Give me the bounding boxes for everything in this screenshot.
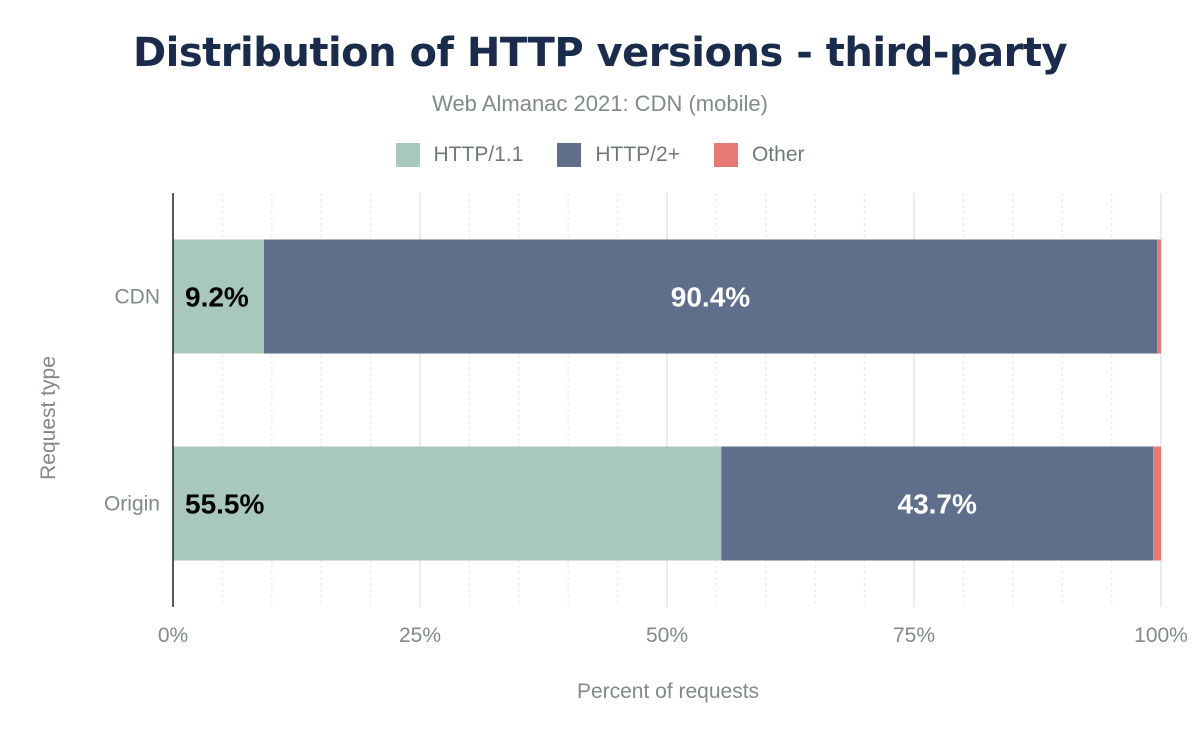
x-tick-label: 75% <box>893 624 935 647</box>
bar-other-origin <box>1153 446 1161 561</box>
bar-http-1-1-cdn <box>173 239 264 354</box>
x-tick-label: 100% <box>1134 624 1188 647</box>
bar-http-1-1-origin <box>173 446 722 561</box>
data-label: 9.2% <box>185 282 249 313</box>
data-label: 55.5% <box>185 489 264 520</box>
chart-title: Distribution of HTTP versions - third-pa… <box>132 30 1068 76</box>
legend-label: Other <box>751 143 805 166</box>
chart-subtitle: Web Almanac 2021: CDN (mobile) <box>432 91 768 116</box>
legend: HTTP/1.1 HTTP/2+ Other <box>0 143 1200 167</box>
data-label: 90.4% <box>671 282 750 313</box>
legend-label: HTTP/2+ <box>595 143 680 166</box>
legend-item-other[interactable]: Other <box>713 143 805 167</box>
y-axis-label: Request type <box>37 356 60 480</box>
legend-swatch <box>395 143 420 167</box>
x-axis-label: Percent of requests <box>577 680 759 703</box>
data-label: 43.7% <box>898 489 977 520</box>
legend-swatch <box>713 143 738 167</box>
legend-item-http11[interactable]: HTTP/1.1 <box>395 143 524 167</box>
bar-http-2--origin <box>721 446 1154 561</box>
legend-label: HTTP/1.1 <box>433 143 524 166</box>
bar-other-cdn <box>1157 239 1161 354</box>
legend-swatch <box>557 143 582 167</box>
x-tick-label: 25% <box>399 624 441 647</box>
y-tick-label: CDN <box>115 286 161 309</box>
bar-http-2--cdn <box>263 239 1158 354</box>
x-tick-label: 50% <box>646 624 688 647</box>
y-tick-label: Origin <box>104 493 160 516</box>
legend-item-http2[interactable]: HTTP/2+ <box>557 143 680 167</box>
x-tick-label: 0% <box>158 624 188 647</box>
